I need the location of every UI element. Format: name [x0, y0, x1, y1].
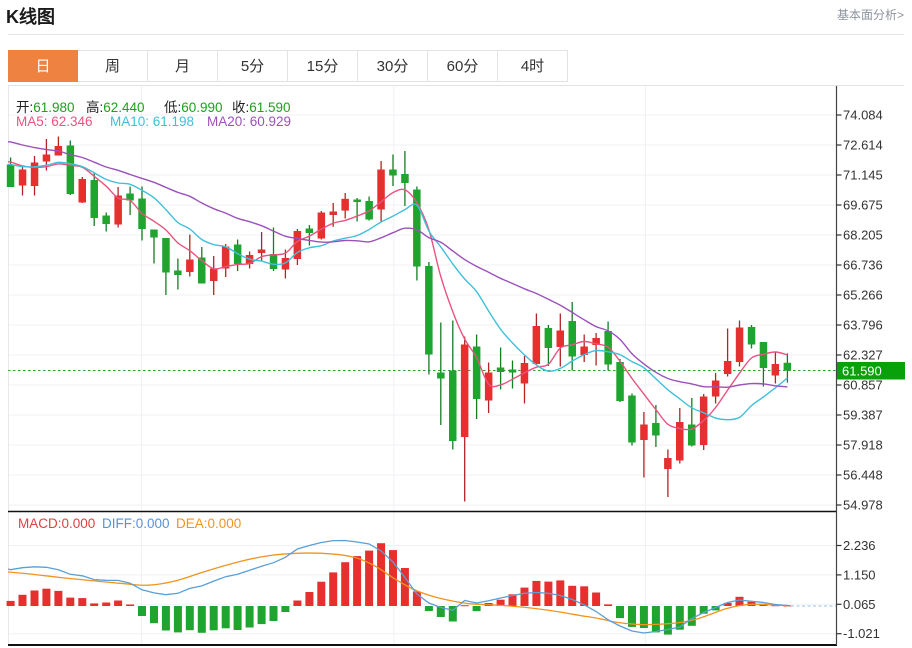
svg-text:63.796: 63.796: [843, 318, 883, 333]
svg-text:65.266: 65.266: [843, 288, 883, 303]
svg-text:66.736: 66.736: [843, 258, 883, 273]
svg-text:-1.021: -1.021: [843, 626, 880, 641]
svg-text:60.857: 60.857: [843, 378, 883, 393]
svg-text:72.614: 72.614: [843, 138, 883, 153]
svg-text:54.978: 54.978: [843, 498, 883, 513]
svg-text:1.150: 1.150: [843, 567, 876, 582]
svg-text:56.448: 56.448: [843, 468, 883, 483]
svg-text:2.236: 2.236: [843, 538, 876, 553]
svg-text:0.065: 0.065: [843, 597, 876, 612]
svg-text:57.918: 57.918: [843, 438, 883, 453]
svg-text:68.205: 68.205: [843, 228, 883, 243]
svg-text:61.590: 61.590: [842, 364, 882, 379]
svg-text:59.387: 59.387: [843, 408, 883, 423]
svg-text:74.084: 74.084: [843, 108, 883, 123]
svg-text:71.145: 71.145: [843, 168, 883, 183]
svg-text:69.675: 69.675: [843, 198, 883, 213]
svg-text:62.327: 62.327: [843, 348, 883, 363]
